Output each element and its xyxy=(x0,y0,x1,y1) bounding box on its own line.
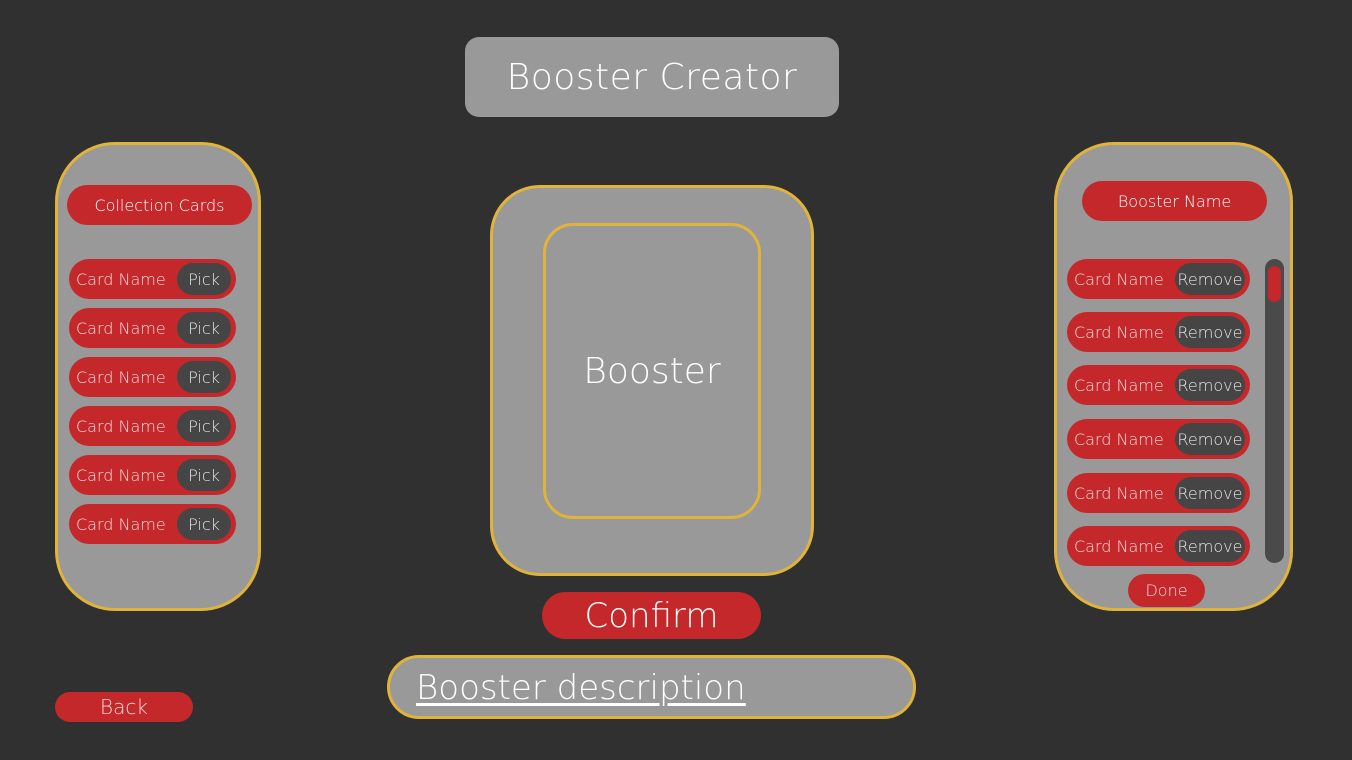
done-button[interactable]: Done xyxy=(1128,574,1205,607)
scrollbar-thumb[interactable] xyxy=(1268,266,1281,302)
card-name: Card Name xyxy=(76,318,166,338)
collection-card-row: Card Name Pick xyxy=(69,308,236,348)
booster-description-box xyxy=(387,655,916,719)
pick-button[interactable]: Pick xyxy=(177,410,231,442)
pick-button[interactable]: Pick xyxy=(177,263,231,295)
pick-button[interactable]: Pick xyxy=(177,312,231,344)
card-name: Card Name xyxy=(1074,375,1164,395)
page-title: Booster Creator xyxy=(465,37,839,117)
confirm-button[interactable]: Confirm xyxy=(542,592,761,639)
card-name: Card Name xyxy=(76,465,166,485)
remove-button[interactable]: Remove xyxy=(1175,477,1245,509)
card-name: Card Name xyxy=(1074,483,1164,503)
collection-card-row: Card Name Pick xyxy=(69,455,236,495)
collection-card-row: Card Name Pick xyxy=(69,406,236,446)
collection-panel: Collection Cards Card Name Pick Card Nam… xyxy=(55,142,261,611)
card-name: Card Name xyxy=(76,269,166,289)
remove-button[interactable]: Remove xyxy=(1175,423,1245,455)
card-name: Card Name xyxy=(1074,536,1164,556)
collection-panel-title: Collection Cards xyxy=(67,185,252,225)
collection-card-row: Card Name Pick xyxy=(69,357,236,397)
card-name: Card Name xyxy=(76,514,166,534)
card-name: Card Name xyxy=(76,367,166,387)
card-name: Card Name xyxy=(1074,322,1164,342)
remove-button[interactable]: Remove xyxy=(1175,316,1245,348)
card-name: Card Name xyxy=(1074,269,1164,289)
booster-preview-frame: Booster xyxy=(490,185,814,576)
booster-card-row: Card Name Remove xyxy=(1067,419,1250,459)
collection-card-row: Card Name Pick xyxy=(69,259,236,299)
booster-card-row: Card Name Remove xyxy=(1067,312,1250,352)
booster-name-field[interactable]: Booster Name xyxy=(1082,181,1267,221)
booster-card-row: Card Name Remove xyxy=(1067,473,1250,513)
pick-button[interactable]: Pick xyxy=(177,361,231,393)
pick-button[interactable]: Pick xyxy=(177,459,231,491)
booster-label: Booster xyxy=(583,350,721,392)
pick-button[interactable]: Pick xyxy=(177,508,231,540)
booster-contents-panel: Booster Name Card Name Remove Card Name … xyxy=(1054,142,1293,611)
collection-card-row: Card Name Pick xyxy=(69,504,236,544)
remove-button[interactable]: Remove xyxy=(1175,263,1245,295)
booster-card-row: Card Name Remove xyxy=(1067,259,1250,299)
booster-preview: Booster xyxy=(543,223,761,519)
booster-description-input[interactable] xyxy=(416,666,886,710)
back-button[interactable]: Back xyxy=(55,692,193,722)
remove-button[interactable]: Remove xyxy=(1175,530,1245,562)
booster-card-row: Card Name Remove xyxy=(1067,365,1250,405)
booster-card-row: Card Name Remove xyxy=(1067,526,1250,566)
card-name: Card Name xyxy=(76,416,166,436)
card-name: Card Name xyxy=(1074,429,1164,449)
booster-list-scrollbar[interactable] xyxy=(1265,259,1284,563)
remove-button[interactable]: Remove xyxy=(1175,369,1245,401)
